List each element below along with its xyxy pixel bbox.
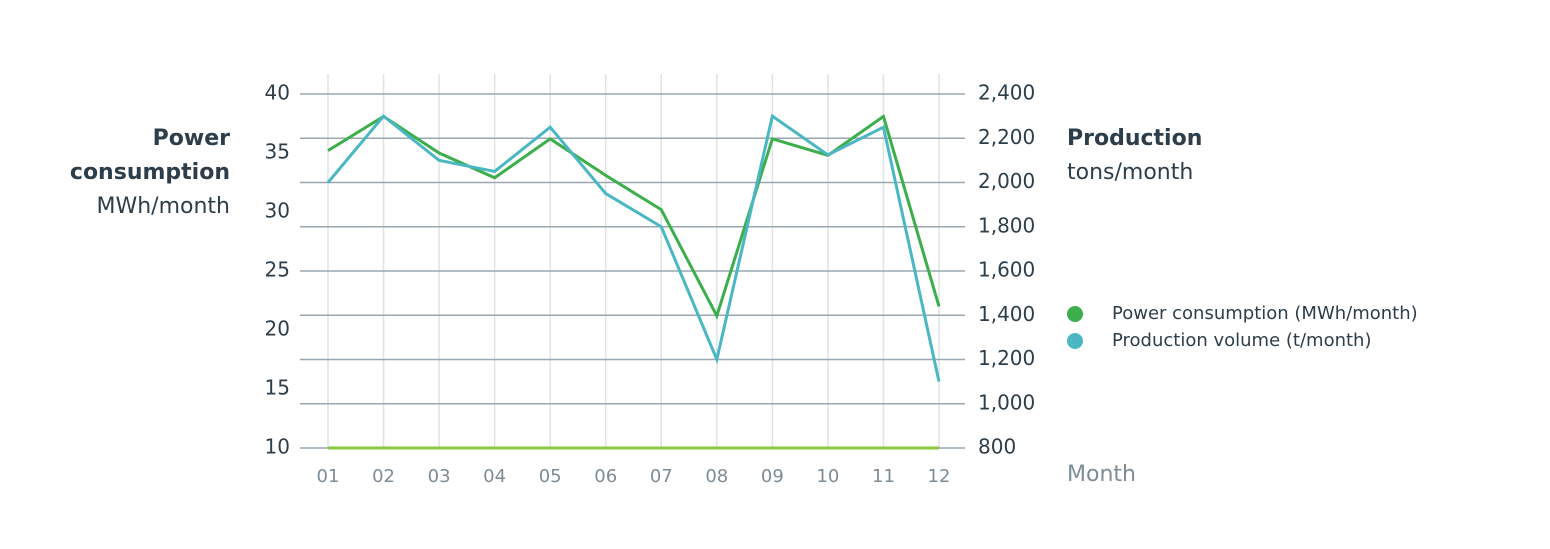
y2-tick-label: 2,400 [978, 81, 1035, 105]
x-tick-label: 11 [872, 466, 895, 487]
x-tick-label: 01 [317, 466, 340, 487]
y2-axis-label: Production [1067, 126, 1203, 151]
y-tick-label: 15 [265, 376, 290, 400]
x-tick-label: 06 [594, 466, 617, 487]
y2-tick-label: 1,200 [978, 346, 1035, 370]
y2-tick-label: 2,000 [978, 169, 1035, 193]
x-tick-label: 10 [816, 466, 839, 487]
y-tick-label: 25 [265, 258, 290, 282]
x-tick-label: 02 [372, 466, 395, 487]
y-tick-label: 35 [265, 140, 290, 164]
y2-tick-label: 800 [978, 435, 1016, 459]
legend-marker [1067, 333, 1083, 349]
series-line [326, 113, 941, 382]
y-tick-label: 20 [265, 317, 290, 341]
x-tick-label: 12 [928, 466, 951, 487]
y-axis-unit: MWh/month [96, 194, 231, 219]
x-tick-label: 09 [761, 466, 784, 487]
y2-tick-label: 2,200 [978, 125, 1035, 149]
y2-tick-label: 1,000 [978, 390, 1035, 414]
y-tick-label: 30 [265, 199, 290, 223]
x-tick-label: 05 [539, 466, 562, 487]
x-tick-label: 03 [428, 466, 451, 487]
legend-label: Production volume (t/month) [1112, 330, 1371, 351]
x-tick-label: 04 [483, 466, 506, 487]
y-axis-label: Power consumption [69, 126, 230, 185]
y2-axis-unit: tons/month [1067, 160, 1194, 185]
x-axis-label: Month [1067, 462, 1136, 487]
legend-label: Power consumption (MWh/month) [1112, 303, 1418, 324]
y-tick-label: 10 [265, 435, 290, 459]
y2-tick-label: 1,600 [978, 258, 1035, 282]
y2-tick-label: 1,400 [978, 302, 1035, 326]
x-tick-label: 07 [650, 466, 673, 487]
x-tick-label: 08 [705, 466, 728, 487]
legend-marker [1067, 306, 1083, 322]
y-axis-title: Power consumption MWh/month [40, 122, 230, 224]
y2-tick-label: 1,800 [978, 213, 1035, 237]
y2-axis-title: Production tons/month [1067, 122, 1202, 190]
y-tick-label: 40 [265, 81, 290, 105]
